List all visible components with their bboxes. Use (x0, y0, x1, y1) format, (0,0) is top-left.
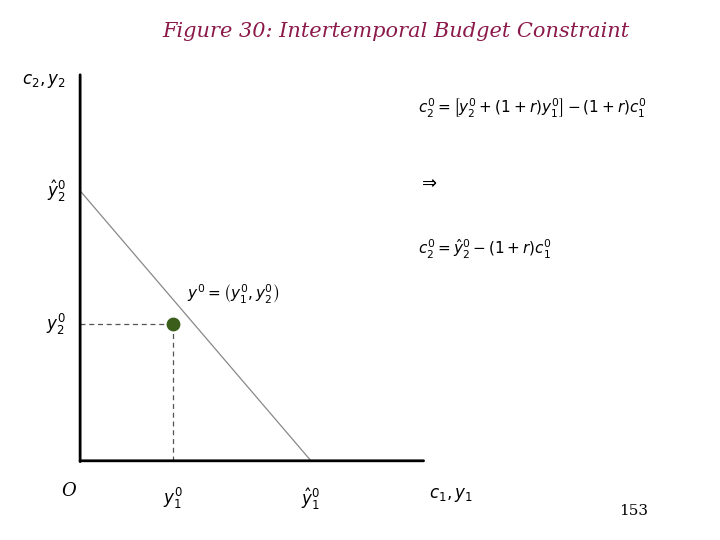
Text: $c_1, y_1$: $c_1, y_1$ (429, 486, 473, 504)
Text: $y^0 = \left(y_1^0, y_2^0\right)$: $y^0 = \left(y_1^0, y_2^0\right)$ (187, 283, 279, 306)
Text: $\hat{y}_1^0$: $\hat{y}_1^0$ (302, 486, 320, 511)
Text: 153: 153 (619, 504, 648, 518)
Text: $y_2^0$: $y_2^0$ (46, 312, 66, 336)
Text: O: O (61, 482, 76, 501)
Text: $c_2^0 = \hat{y}_2^0 - (1+r)c_1^0$: $c_2^0 = \hat{y}_2^0 - (1+r)c_1^0$ (418, 238, 552, 261)
Point (167, 320, 179, 328)
Text: Figure 30: Intertemporal Budget Constraint: Figure 30: Intertemporal Budget Constrai… (163, 22, 629, 40)
Text: $c_2, y_2$: $c_2, y_2$ (22, 72, 66, 90)
Text: $c_2^0 = \left[y_2^0 + (1+r)y_1^0\right] - (1+r)c_1^0$: $c_2^0 = \left[y_2^0 + (1+r)y_1^0\right]… (418, 97, 647, 120)
Text: $\hat{y}_2^0$: $\hat{y}_2^0$ (47, 178, 66, 204)
Text: $y_1^0$: $y_1^0$ (163, 486, 183, 511)
Text: $\Rightarrow$: $\Rightarrow$ (418, 173, 437, 191)
